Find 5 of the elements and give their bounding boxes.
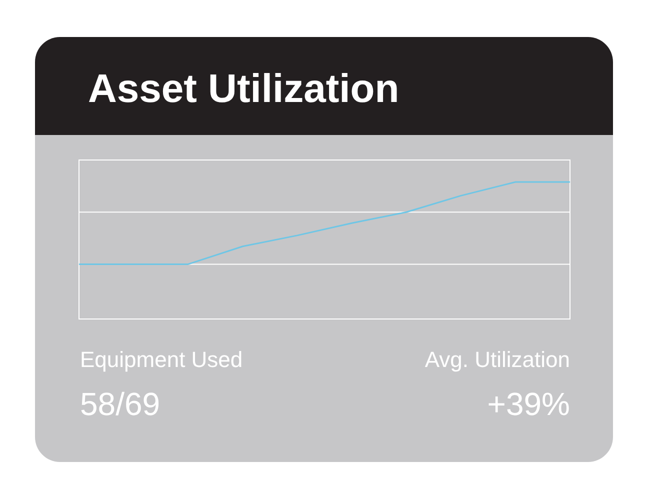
- chart-title: Asset Utilization: [88, 67, 400, 111]
- text: +39%: [487, 386, 570, 422]
- text: 58/69: [80, 386, 160, 422]
- text: Avg. Utilization: [424, 347, 570, 372]
- text: Equipment Used: [80, 347, 243, 372]
